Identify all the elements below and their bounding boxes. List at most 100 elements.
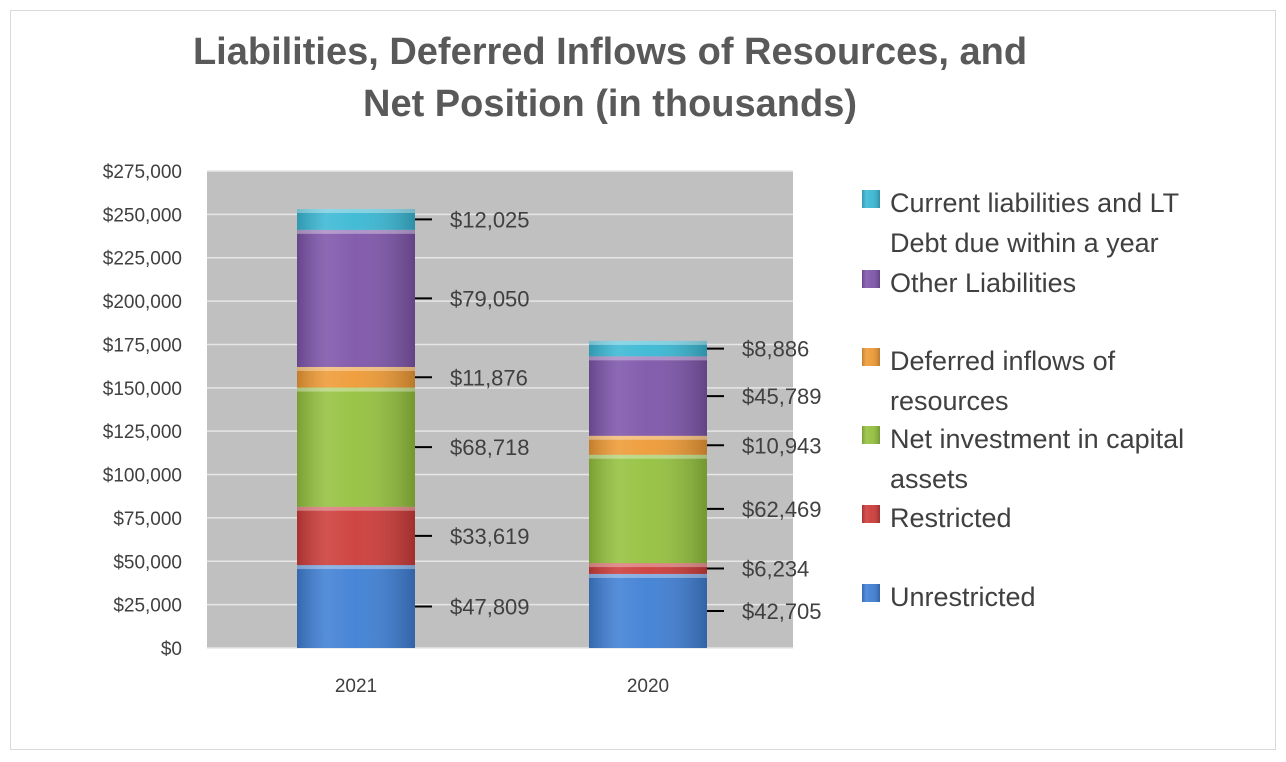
data-label-group: $11,876 [415,365,528,390]
bar-shading [589,435,707,455]
y-tick-label: $150,000 [103,379,182,400]
y-tick-label: $50,000 [113,552,182,573]
x-tick-label: 2020 [627,676,669,697]
bar-segment [589,563,707,574]
data-label-group: $45,789 [707,384,822,409]
legend-swatch-shading [862,426,880,444]
bar-highlight [297,366,415,371]
bar-highlight [589,435,707,440]
data-label-group: $42,705 [707,599,822,624]
data-label-group: $8,886 [707,337,809,362]
legend-swatch-shading [862,190,880,208]
y-tick-label: $200,000 [103,292,182,313]
data-label: $11,876 [450,365,528,390]
data-label-group: $68,718 [415,435,530,460]
bar-shading [589,563,707,574]
bars [297,208,707,648]
data-label-group: $79,050 [415,286,530,311]
bar-shading [589,356,707,436]
legend-label: assets [890,464,968,494]
bar-highlight [297,387,415,392]
chart-title: Liabilities, Deferred Inflows of Resourc… [0,26,1220,130]
y-tick-label: $0 [161,639,182,660]
legend-entry: Other Liabilities [862,268,1076,298]
legend-entry: Unrestricted [862,582,1036,612]
data-label: $68,718 [450,435,530,460]
chart-title-line-2: Net Position (in thousands) [363,83,857,125]
legend-label: Net investment in capital [890,424,1184,454]
bar-segment [589,573,707,648]
bar-segment [297,229,415,367]
bar-shading [589,573,707,648]
legend-label: Deferred inflows of [890,346,1116,376]
y-tick-label: $175,000 [103,335,182,356]
bar-highlight [589,340,707,345]
y-tick-label: $75,000 [113,509,182,530]
x-axis: 2021 2020 [335,676,669,697]
bar-shading [297,565,415,648]
bar-highlight [589,563,707,568]
legend-entry: Deferred inflows of resources [862,346,1116,416]
data-label-group: $6,234 [707,557,809,582]
data-label: $47,809 [450,595,530,620]
bar-segment [589,454,707,564]
bar-segment [297,506,415,566]
data-label-group: $10,943 [707,433,822,458]
bar-shading [297,208,415,230]
data-label: $45,789 [742,384,822,409]
y-tick-label: $275,000 [103,162,182,183]
bar-highlight [297,229,415,234]
bar-highlight [297,208,415,213]
y-tick-label: $225,000 [103,249,182,270]
bar-shading [589,340,707,357]
y-tick-label: $125,000 [103,422,182,443]
legend-entry: Net investment in capital assets [862,424,1184,494]
legend-swatch-shading [862,505,880,523]
data-label-group: $33,619 [415,524,530,549]
bar-segment [589,340,707,357]
data-label-group: $12,025 [415,207,530,232]
y-tick-label: $250,000 [103,205,182,226]
data-label: $12,025 [450,207,530,232]
legend-label: Other Liabilities [890,268,1076,298]
bar-shading [297,366,415,388]
legend-label: Unrestricted [890,582,1036,612]
data-label: $79,050 [450,286,530,311]
bar-highlight [589,356,707,361]
legend-swatch-shading [862,584,880,602]
legend-swatch-shading [862,270,880,288]
y-tick-label: $100,000 [103,466,182,487]
chart-title-line-1: Liabilities, Deferred Inflows of Resourc… [192,31,1028,73]
x-tick-label: 2021 [335,676,377,697]
data-labels: $47,809 $33,619 $68,718 $11,876 $79,050 $12,0… [415,207,822,624]
legend: Current liabilities and LT Debt due withi… [862,188,1184,612]
legend-label: Current liabilities and LT [890,188,1179,218]
bar-segment [297,208,415,230]
bar-segment [589,356,707,436]
legend-entry: Current liabilities and LT Debt due withi… [862,188,1179,258]
data-label: $8,886 [742,337,809,362]
data-label: $42,705 [742,599,822,624]
bar-highlight [297,565,415,570]
legend-label: Debt due within a year [890,228,1159,258]
y-tick-label: $25,000 [113,596,182,617]
bar-segment [297,366,415,388]
legend-label: resources [890,386,1009,416]
data-label: $62,469 [742,497,822,522]
bar-shading [589,454,707,564]
bar-shading [297,387,415,507]
bar-highlight [297,506,415,511]
bar-segment [589,435,707,455]
bar-shading [297,229,415,367]
bar-segment [297,387,415,507]
data-label-group: $47,809 [415,595,530,620]
legend-label: Restricted [890,503,1012,533]
data-label: $10,943 [742,433,822,458]
bar-highlight [589,573,707,578]
data-label: $33,619 [450,524,530,549]
y-axis: $0 $25,000 $50,000 $75,000 $100,000 $125,000 $… [103,162,182,660]
bar-highlight [589,454,707,459]
data-label: $6,234 [742,557,809,582]
legend-swatch-shading [862,348,880,366]
bar-shading [297,506,415,566]
